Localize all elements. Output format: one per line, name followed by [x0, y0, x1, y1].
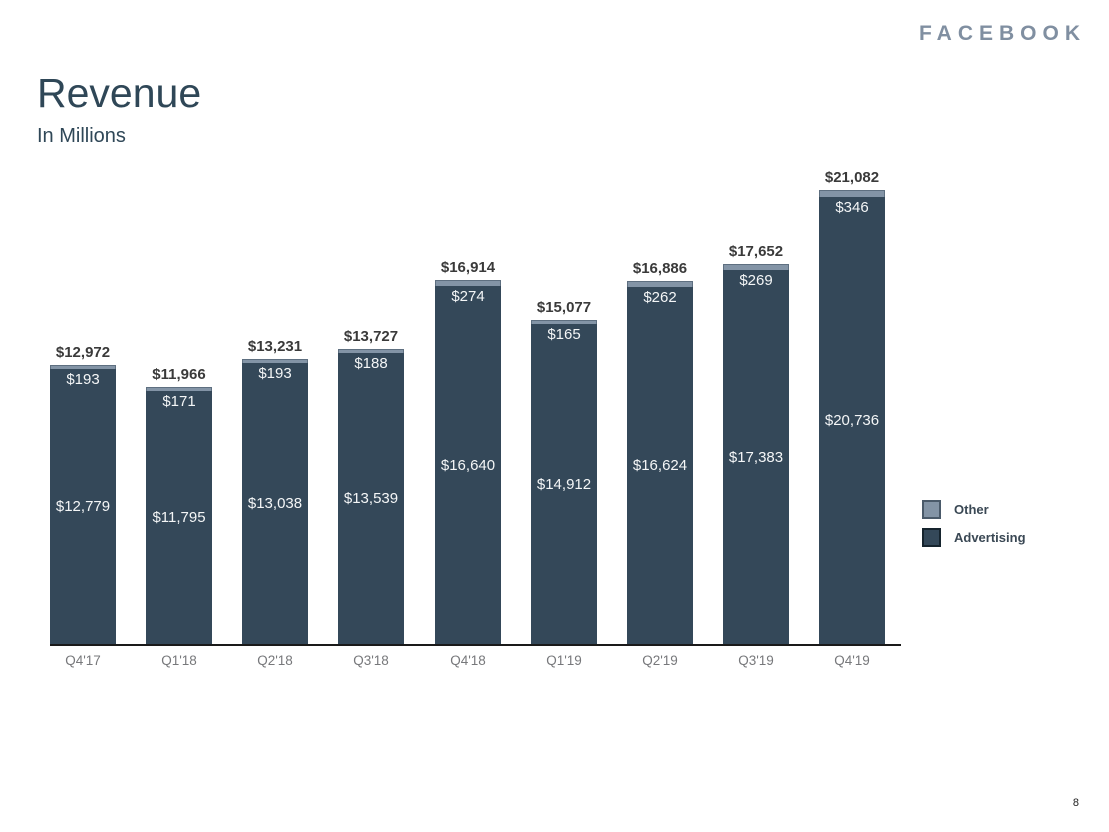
bar-total-label: $13,727: [343, 328, 399, 345]
bar-Q1'19: $15,077 $165 $14,912: [531, 299, 597, 645]
bar-other-label: $274: [451, 288, 485, 305]
bar-other-label: $346: [835, 199, 869, 216]
bar-Q2'18: $13,231 $193 $13,038: [242, 338, 308, 645]
bar-Q4'19: $21,082 $346 $20,736: [819, 169, 885, 645]
bar-Q1'18: $11,966 $171 $11,795: [146, 366, 212, 645]
page-number: 8: [1072, 797, 1079, 809]
legend-swatch-other: [922, 500, 941, 519]
x-axis-label-Q4'17: Q4'17: [65, 653, 101, 668]
bar-advertising-label: $20,736: [824, 412, 880, 429]
bar-total-label: $11,966: [152, 366, 206, 383]
bar-other-label: $193: [66, 371, 100, 388]
bar-segment-other: [531, 320, 597, 324]
bar-other-label: $269: [739, 272, 773, 289]
x-axis-label-Q4'19: Q4'19: [834, 653, 870, 668]
bar-advertising-label: $14,912: [536, 475, 592, 493]
bar-total-label: $16,886: [632, 260, 688, 277]
bar-segment-other: [242, 359, 308, 363]
x-axis-label-Q3'18: Q3'18: [353, 653, 389, 668]
x-axis-label-Q1'18: Q1'18: [161, 653, 197, 668]
legend-label-advertising: Advertising: [954, 530, 1026, 545]
legend-swatch-advertising: [922, 528, 941, 547]
bar-Q3'18: $13,727 $188 $13,539: [338, 328, 404, 645]
x-axis-label-Q3'19: Q3'19: [738, 653, 774, 668]
page-subtitle: In Millions: [37, 125, 126, 147]
bar-segment-other: [435, 280, 501, 286]
bar-Q2'19: $16,886 $262 $16,624: [627, 260, 693, 645]
bar-segment-other: [50, 365, 116, 369]
x-axis-label-Q2'18: Q2'18: [257, 653, 293, 668]
bar-Q4'17: $12,972 $193 $12,779: [50, 344, 116, 645]
bar-total-label: $17,652: [728, 243, 784, 260]
bar-advertising-label: $13,038: [247, 495, 303, 512]
bar-other-label: $193: [258, 365, 292, 382]
bar-segment-other: [819, 190, 885, 197]
bar-total-label: $21,082: [824, 169, 880, 186]
bar-total-label: $12,972: [55, 344, 111, 361]
bar-total-label: $13,231: [247, 338, 303, 355]
bar-advertising-label: $17,383: [728, 448, 784, 466]
bar-segment-other: [723, 264, 789, 270]
bar-segment-other: [338, 349, 404, 353]
bar-Q3'19: $17,652 $269 $17,383: [723, 243, 789, 645]
bar-segment-other: [627, 281, 693, 287]
bar-other-label: $165: [547, 326, 581, 343]
bar-advertising-label: $16,640: [440, 456, 496, 474]
facebook-logo: FACEBOOK: [918, 22, 1086, 45]
bar-advertising-label: $11,795: [152, 509, 206, 526]
bar-segment-other: [146, 387, 212, 391]
legend-label-other: Other: [954, 502, 989, 517]
bar-advertising-label: $16,624: [632, 457, 688, 474]
bar-advertising-label: $12,779: [55, 498, 111, 515]
bar-other-label: $171: [162, 393, 196, 410]
chart-legend: Other Advertising: [922, 500, 1026, 556]
page-title: Revenue: [37, 70, 202, 116]
x-axis-line: [50, 644, 901, 646]
bar-Q4'18: $16,914 $274 $16,640: [435, 259, 501, 645]
x-axis-label-Q4'18: Q4'18: [450, 653, 486, 668]
bar-other-label: $262: [643, 289, 677, 306]
bar-other-label: $188: [354, 355, 388, 372]
bar-total-label: $16,914: [440, 259, 496, 276]
bar-total-label: $15,077: [536, 299, 592, 316]
x-axis-label-Q1'19: Q1'19: [546, 653, 582, 668]
legend-item-other: Other: [922, 500, 1026, 519]
bar-advertising-label: $13,539: [343, 490, 399, 507]
x-axis-label-Q2'19: Q2'19: [642, 653, 678, 668]
legend-item-advertising: Advertising: [922, 528, 1026, 547]
